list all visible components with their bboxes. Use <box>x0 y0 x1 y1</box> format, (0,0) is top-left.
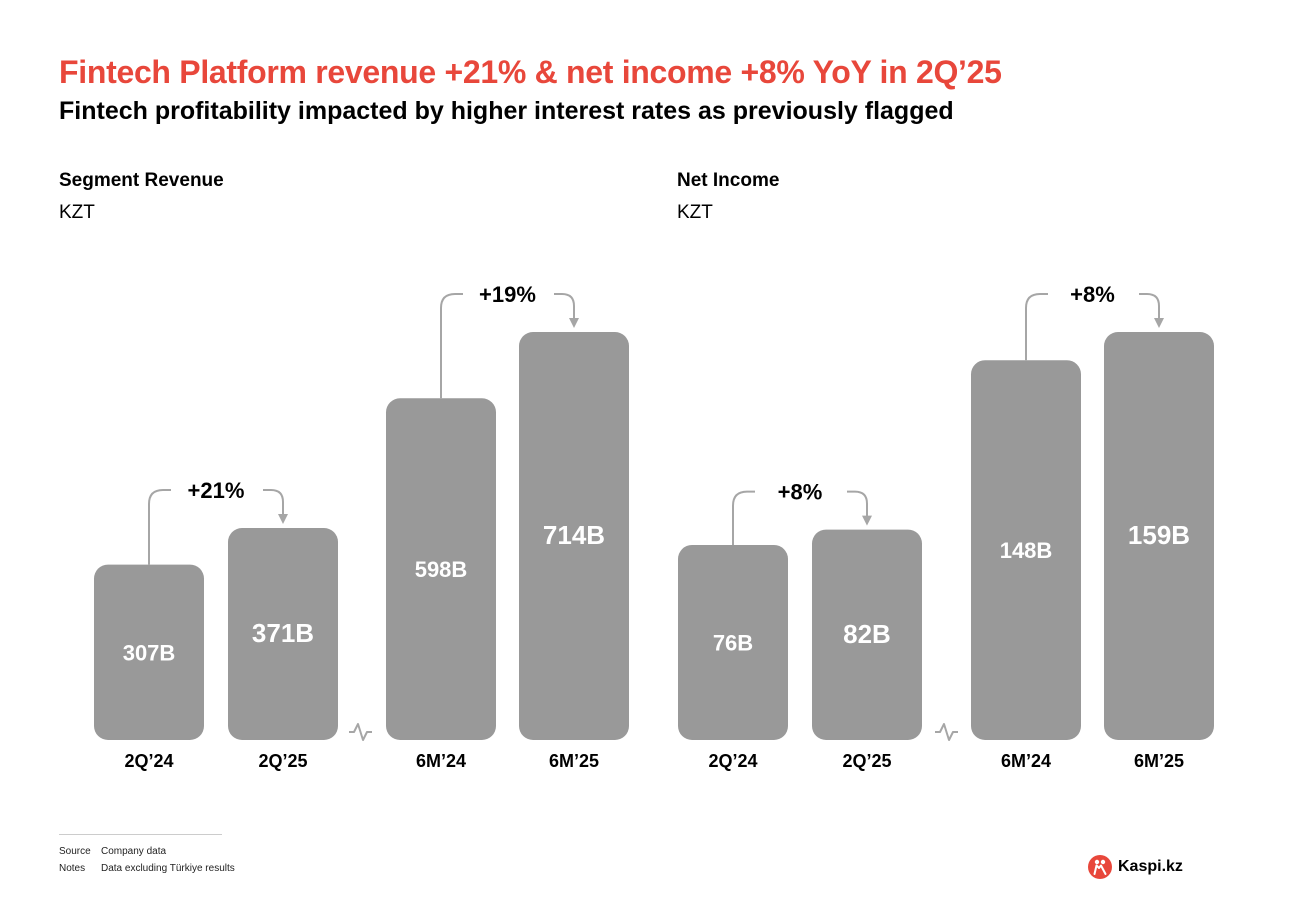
kaspi-logo: Kaspi.kz <box>1088 855 1183 879</box>
page-title: Fintech Platform revenue +21% & net inco… <box>59 54 1002 90</box>
page-subtitle: Fintech profitability impacted by higher… <box>59 97 954 125</box>
growth-label: +8% <box>778 480 823 505</box>
bar-0-1 <box>228 528 338 740</box>
income-panel-title: Net Income <box>677 170 780 191</box>
x-tick-label: 2Q’24 <box>124 751 173 771</box>
bar-value-label: 148B <box>1000 538 1053 563</box>
growth-label: +19% <box>479 282 536 307</box>
bar-1-1 <box>812 529 922 740</box>
bar-1-2 <box>971 360 1081 740</box>
footer-notes-value: Data excluding Türkiye results <box>101 863 235 874</box>
x-tick-label: 6M’24 <box>1001 751 1051 771</box>
revenue-panel-unit: KZT <box>59 202 95 223</box>
bar-1-0 <box>678 544 788 740</box>
growth-label: +8% <box>1070 282 1115 307</box>
growth-connector-left <box>440 293 463 399</box>
axis-break-icon <box>349 723 372 741</box>
revenue-panel-title: Segment Revenue <box>59 170 224 191</box>
bar-0-2 <box>386 398 496 740</box>
x-tick-label: 6M’25 <box>549 751 599 771</box>
bar-value-label: 159B <box>1128 520 1190 550</box>
bar-value-label: 598B <box>415 557 468 582</box>
growth-arrow-icon <box>847 490 872 526</box>
bar-value-label: 82B <box>843 619 891 649</box>
x-tick-label: 2Q’25 <box>842 751 891 771</box>
footer-notes: Notes Data excluding Türkiye results <box>59 863 235 874</box>
growth-connector-left <box>1025 293 1048 361</box>
bar-0-0 <box>94 564 204 740</box>
income-panel-unit: KZT <box>677 202 713 223</box>
footer-source-value: Company data <box>101 846 167 857</box>
growth-connector-left <box>732 490 755 545</box>
bar-value-label: 307B <box>123 640 176 665</box>
kaspi-logo-icon <box>1088 855 1112 879</box>
x-tick-label: 2Q’24 <box>708 751 757 771</box>
growth-connector-left <box>148 489 171 565</box>
growth-arrow-icon <box>263 489 288 524</box>
bar-value-label: 714B <box>543 520 605 550</box>
axis-break-icon <box>935 723 958 741</box>
bar-0-3 <box>519 332 629 740</box>
growth-label: +21% <box>188 478 245 503</box>
x-tick-label: 2Q’25 <box>258 751 307 771</box>
x-tick-label: 6M’24 <box>416 751 466 771</box>
footer-source: Source Company data <box>59 846 166 857</box>
footer-divider <box>59 834 222 835</box>
growth-arrow-icon <box>1139 293 1164 328</box>
x-tick-label: 6M’25 <box>1134 751 1184 771</box>
footer-notes-key: Notes <box>59 863 86 874</box>
bar-1-3 <box>1104 332 1214 740</box>
bar-value-label: 371B <box>252 618 314 648</box>
footer-source-key: Source <box>59 846 91 857</box>
bar-value-label: 76B <box>713 630 753 655</box>
brand-name: Kaspi.kz <box>1118 858 1183 875</box>
growth-arrow-icon <box>554 293 579 328</box>
